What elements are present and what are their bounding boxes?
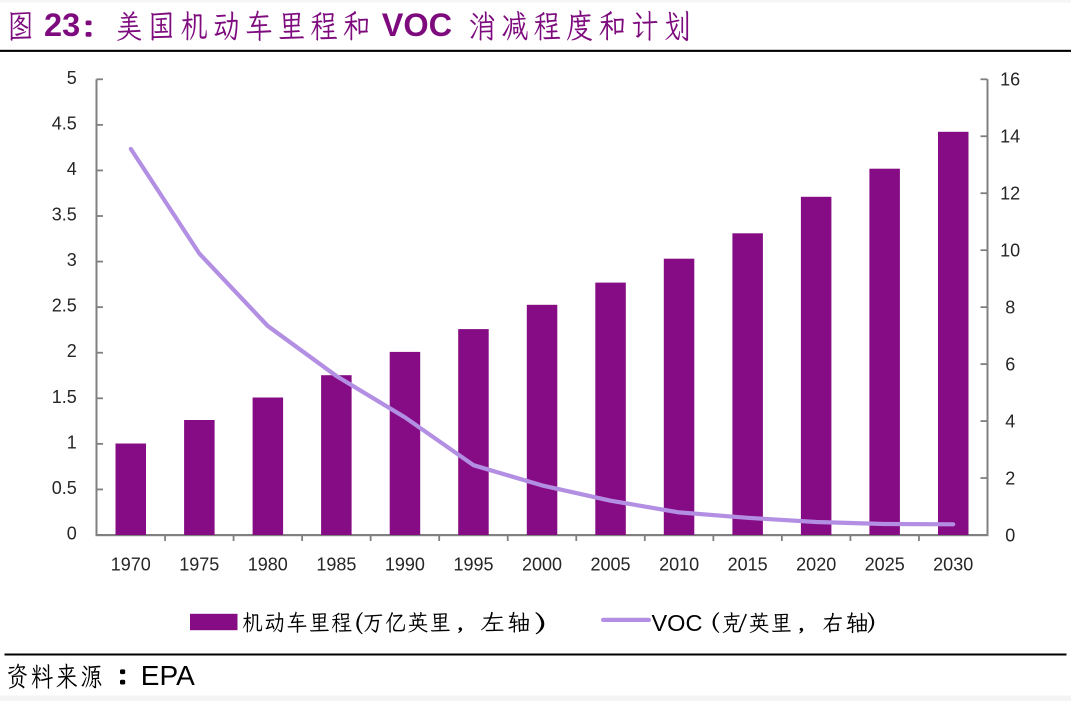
svg-text:2020: 2020 <box>796 555 836 575</box>
svg-text:6: 6 <box>1005 355 1015 375</box>
svg-text:8: 8 <box>1005 298 1015 318</box>
svg-text:12: 12 <box>1000 184 1020 204</box>
svg-text:14: 14 <box>1000 127 1020 147</box>
svg-text:3.5: 3.5 <box>52 205 77 225</box>
svg-text:1990: 1990 <box>385 555 425 575</box>
svg-text:VOC: VOC <box>382 7 452 43</box>
svg-text:1995: 1995 <box>453 555 493 575</box>
svg-text:0: 0 <box>1005 525 1015 545</box>
svg-text:2: 2 <box>67 341 77 361</box>
svg-text:1.5: 1.5 <box>52 387 77 407</box>
svg-text:5: 5 <box>67 68 77 88</box>
svg-text:4: 4 <box>1005 412 1015 432</box>
svg-text:10: 10 <box>1000 241 1020 261</box>
svg-text:1980: 1980 <box>248 555 288 575</box>
svg-text:2010: 2010 <box>659 555 699 575</box>
svg-text:2.5: 2.5 <box>52 296 77 316</box>
svg-text:2025: 2025 <box>865 555 905 575</box>
svg-text:0.5: 0.5 <box>52 478 77 498</box>
svg-text:23: 23 <box>44 7 80 43</box>
svg-text:1975: 1975 <box>179 555 219 575</box>
svg-text:1985: 1985 <box>316 555 356 575</box>
svg-text:2: 2 <box>1005 468 1015 488</box>
svg-text:1: 1 <box>67 432 77 452</box>
svg-text:2030: 2030 <box>933 555 973 575</box>
svg-text:16: 16 <box>1000 70 1020 90</box>
svg-text:VOC: VOC <box>652 610 703 636</box>
svg-text:2000: 2000 <box>522 555 562 575</box>
svg-text:4: 4 <box>67 159 77 179</box>
svg-text:2005: 2005 <box>590 555 630 575</box>
svg-text:0: 0 <box>67 524 77 544</box>
svg-text:2015: 2015 <box>728 555 768 575</box>
svg-text:4.5: 4.5 <box>52 113 77 133</box>
svg-text:EPA: EPA <box>141 660 195 691</box>
svg-text:1970: 1970 <box>111 555 151 575</box>
svg-text:3: 3 <box>67 250 77 270</box>
